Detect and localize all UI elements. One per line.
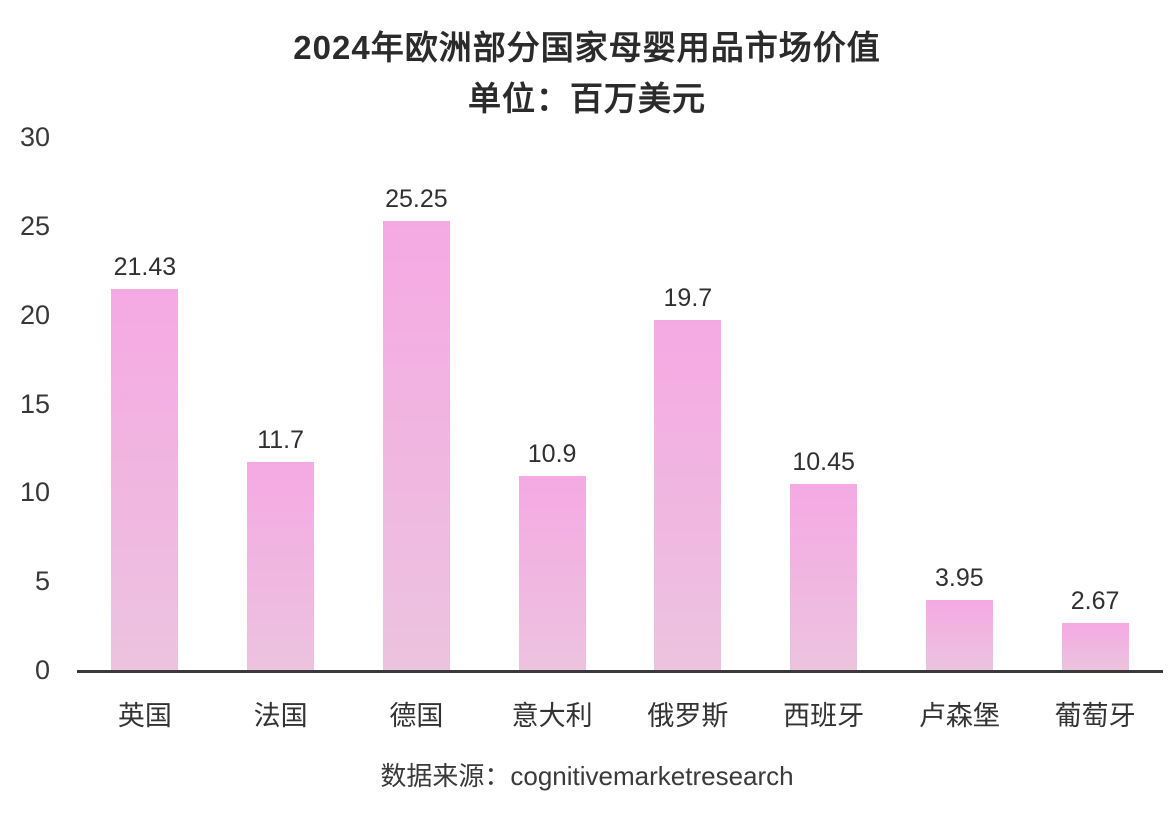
bar-value-label: 10.9 xyxy=(527,440,577,469)
bar xyxy=(382,221,450,670)
y-tick-label: 15 xyxy=(19,388,50,419)
bar xyxy=(111,289,179,670)
x-category-label: 葡萄牙 xyxy=(1054,701,1136,731)
bar xyxy=(654,320,722,670)
bar-group-3: 10.9 xyxy=(484,440,620,670)
y-tick-label: 30 xyxy=(19,122,50,152)
x-category-label: 西班牙 xyxy=(783,701,865,731)
bar-group-5: 10.45 xyxy=(756,448,892,670)
bar-value-label: 10.45 xyxy=(792,448,855,477)
chart-subtitle-unit: 单位：百万美元 xyxy=(468,80,706,118)
bar-group-6: 3.95 xyxy=(892,564,1028,670)
bar-value-label: 11.7 xyxy=(257,426,305,455)
bar-value-label: 19.7 xyxy=(663,284,713,312)
y-tick-label: 20 xyxy=(19,299,50,330)
y-tick-label: 0 xyxy=(34,655,50,685)
x-category-label: 俄罗斯 xyxy=(647,701,729,731)
y-tick-label: 5 xyxy=(34,566,50,597)
x-category-label: 英国 xyxy=(117,701,172,731)
bar xyxy=(925,599,993,670)
bar xyxy=(518,476,586,670)
bars-row: 21.43 11.7 25.25 10.9 19.7 10.45 3.95 2.67 xyxy=(77,137,1163,670)
chart-title: 2024年欧洲部分国家母婴用品市场价值 xyxy=(293,29,881,66)
x-category-label: 法国 xyxy=(253,701,308,731)
x-category-label: 卢森堡 xyxy=(918,701,1000,731)
bar-value-label: 3.95 xyxy=(935,563,984,592)
x-axis-labels: 英国 法国 德国 意大利 俄罗斯 西班牙 卢森堡 葡萄牙 xyxy=(77,694,1163,733)
bar xyxy=(247,462,315,670)
bar-group-1: 11.7 xyxy=(213,426,349,670)
bar-value-label: 21.43 xyxy=(113,253,177,282)
bar xyxy=(790,484,858,670)
y-tick-label: 25 xyxy=(19,210,50,241)
x-category-label: 意大利 xyxy=(511,701,593,731)
plot-area: 21.43 11.7 25.25 10.9 19.7 10.45 3.95 2.67 xyxy=(77,137,1163,673)
bar-value-label: 2.67 xyxy=(1070,586,1120,615)
data-source-note: 数据来源：cognitivemarketresearch xyxy=(380,761,794,791)
bar-group-4: 19.7 xyxy=(620,284,756,670)
x-category-label: 德国 xyxy=(389,701,444,731)
chart-title-block: 2024年欧洲部分国家母婴用品市场价值 单位：百万美元 xyxy=(0,22,1174,124)
bar-group-0: 21.43 xyxy=(77,253,213,670)
bar-group-2: 25.25 xyxy=(349,185,485,670)
bar-group-7: 2.67 xyxy=(1027,587,1163,670)
bar-value-label: 25.25 xyxy=(385,185,448,214)
y-tick-label: 10 xyxy=(19,477,50,508)
bar xyxy=(1061,622,1129,670)
